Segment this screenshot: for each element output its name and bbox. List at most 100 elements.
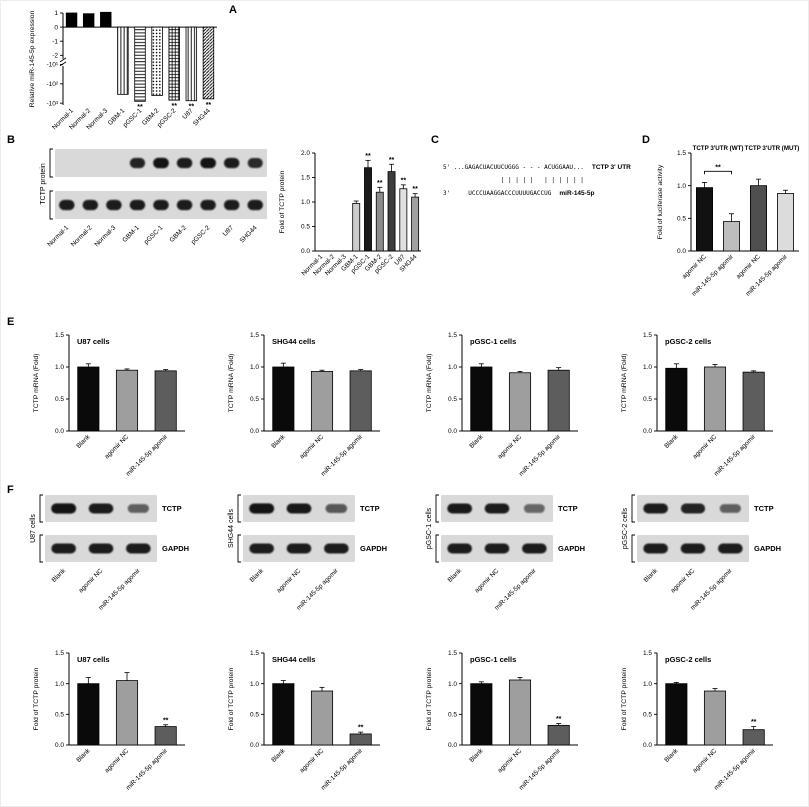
svg-text:0.5: 0.5 [643,712,652,719]
svg-text:agomir NC: agomir NC [496,747,523,774]
svg-text:Blank: Blank [643,567,660,584]
svg-text:0.0: 0.0 [677,248,686,255]
svg-text:pGSC-1 cells: pGSC-1 cells [426,507,433,549]
svg-text:Blank: Blank [447,567,464,584]
svg-text:TCTP: TCTP [754,504,774,513]
svg-text:agomir NC: agomir NC [473,567,500,594]
mirna-sequence: 3' UCCCUAAGGACCCUUUUGACCUG [443,190,552,197]
svg-text:0.5: 0.5 [677,216,686,223]
panel-f-chart-u87: 0.0 0.5 1.0 1.5 Blank agomir NC ** miR-145-5p a… [31,641,191,806]
svg-text:TCTP mRNA (Fold): TCTP mRNA (Fold) [621,354,628,413]
svg-text:miR-145-5p agomir: miR-145-5p agomir [713,433,758,478]
svg-text:miR-145-5p agomir: miR-145-5p agomir [125,433,170,478]
svg-text:TCTP 3'UTR (MUT): TCTP 3'UTR (MUT) [745,145,800,152]
svg-text:2.0: 2.0 [301,150,310,157]
svg-text:Fold of luciferase activity: Fold of luciferase activity [657,164,664,239]
svg-text:Relative miR-145-5p expression: Relative miR-145-5p expression [29,10,36,107]
panel-e-chart-u87: 0.0 0.5 1.0 1.5 Blank agomir NC miR-145-5p ago… [31,323,191,487]
svg-text:pGSC-2 cells: pGSC-2 cells [665,655,711,664]
svg-text:**: ** [163,717,169,724]
svg-text:pGSC-2 cells: pGSC-2 cells [622,507,629,549]
svg-text:TCTP: TCTP [558,504,578,513]
svg-text:miR-145-5p agomir: miR-145-5p agomir [689,567,734,612]
svg-text:1.5: 1.5 [250,332,259,339]
svg-text:agomir NC: agomir NC [103,747,130,774]
svg-text:agomir NC: agomir NC [77,567,104,594]
svg-text:Blank: Blank [468,747,485,764]
panel-c-sequence-alignment: 5' ...GAGACUACUUCUGGG - - - ACUGGAAU... … [443,161,631,200]
svg-text:GAPDH: GAPDH [360,544,387,553]
svg-text:1.5: 1.5 [677,150,686,157]
svg-text:Fold of TCTP protein: Fold of TCTP protein [279,170,286,233]
svg-text:1.5: 1.5 [643,650,652,657]
svg-text:GBM-2: GBM-2 [168,224,188,244]
panel-e-chart-pgsc2: 0.0 0.5 1.0 1.5 Blank agomir NC miR-145-5p ago… [619,323,779,487]
sequence-line-utr: 5' ...GAGACUACUUCUGGG - - - ACUGGAAU... … [443,161,631,174]
svg-text:SHG44 cells: SHG44 cells [272,655,315,664]
panel-d-luciferase-chart: 0.0 0.5 1.0 1.5 agomir NC miR-145-5p agomir ag… [655,139,805,319]
svg-text:agomir NC: agomir NC [681,253,708,280]
svg-text:1.0: 1.0 [55,681,64,688]
svg-text:0.0: 0.0 [643,742,652,749]
panel-f-chart-pgsc2: 0.0 0.5 1.0 1.5 Blank agomir NC ** miR-145-5p a… [619,641,779,806]
svg-text:agomir NC: agomir NC [691,433,718,460]
svg-text:0.0: 0.0 [250,428,259,435]
svg-text:GAPDH: GAPDH [162,544,189,553]
svg-text:Normal-3: Normal-3 [93,224,117,248]
panel-f-blot-shg44: TCTP GAPDH Blank agomir NC miR-145-5p agomir… [223,493,401,628]
utr-sequence: 5' ...GAGACUACUUCUGGG - - - ACUGGAAU... [443,164,584,171]
svg-text:**: ** [412,186,418,193]
panel-b-western-blot: Normal-1 Normal-2 Normal-3 GBM-1 pGSC-1 GBM-2… [29,147,271,289]
svg-text:Blank: Blank [51,567,68,584]
panel-b-letter: B [7,134,15,146]
svg-text:Blank: Blank [663,433,680,450]
svg-text:-10¹: -10¹ [46,62,58,69]
sequence-line-mirna: 3' UCCCUAAGGACCCUUUUGACCUG miR-145-5p [443,187,631,200]
svg-text:1.5: 1.5 [55,332,64,339]
svg-text:0.5: 0.5 [448,396,457,403]
svg-text:**: ** [389,157,395,164]
svg-text:0.0: 0.0 [55,742,64,749]
svg-text:pGSC-1 cells: pGSC-1 cells [470,655,516,664]
sequence-line-matches: | | | | | | | | | | | [443,174,631,187]
svg-text:Normal-1: Normal-1 [46,224,70,248]
svg-text:agomir NC: agomir NC [735,253,762,280]
svg-text:GAPDH: GAPDH [754,544,781,553]
svg-text:pGSC-1 cells: pGSC-1 cells [470,337,516,346]
svg-text:1.5: 1.5 [448,650,457,657]
svg-text:miR-145-5p agomir: miR-145-5p agomir [295,567,340,612]
svg-text:miR-145-5p agomir: miR-145-5p agomir [518,747,563,792]
svg-text:**: ** [137,104,143,111]
svg-text:TCTP mRNA (Fold): TCTP mRNA (Fold) [33,354,40,413]
svg-text:Blank: Blank [75,433,92,450]
svg-text:**: ** [715,164,721,171]
svg-text:agomir NC: agomir NC [103,433,130,460]
svg-text:1.0: 1.0 [448,364,457,371]
svg-text:-1: -1 [52,38,58,45]
svg-text:1.0: 1.0 [643,681,652,688]
svg-text:agomir NC: agomir NC [669,567,696,594]
svg-text:TCTP mRNA (Fold): TCTP mRNA (Fold) [228,354,235,413]
svg-text:Normal-2: Normal-2 [70,224,94,248]
svg-text:0.5: 0.5 [250,712,259,719]
svg-text:0.5: 0.5 [55,712,64,719]
panel-d-letter: D [642,134,650,146]
svg-text:1.0: 1.0 [301,199,310,206]
svg-text:Fold of TCTP protein: Fold of TCTP protein [228,667,235,730]
svg-text:miR-145-5p agomir: miR-145-5p agomir [518,433,563,478]
svg-text:0.5: 0.5 [55,396,64,403]
svg-text:-10³: -10³ [46,100,58,107]
svg-text:agomir NC: agomir NC [496,433,523,460]
svg-text:miR-145-5p agomir: miR-145-5p agomir [713,747,758,792]
panel-e-chart-shg44: 0.0 0.5 1.0 1.5 Blank agomir NC miR-145-5p ago… [226,323,386,487]
panel-a-letter: A [229,4,237,16]
svg-text:0.0: 0.0 [55,428,64,435]
svg-text:Blank: Blank [468,433,485,450]
svg-text:1.0: 1.0 [250,681,259,688]
svg-text:miR-145-5p agomir: miR-145-5p agomir [320,433,365,478]
svg-text:GBM-1: GBM-1 [121,224,141,244]
svg-text:1.5: 1.5 [448,332,457,339]
panel-f-blot-pgsc1: TCTP GAPDH Blank agomir NC miR-145-5p agomir… [421,493,599,628]
svg-text:0.5: 0.5 [448,712,457,719]
svg-text:1.5: 1.5 [55,650,64,657]
